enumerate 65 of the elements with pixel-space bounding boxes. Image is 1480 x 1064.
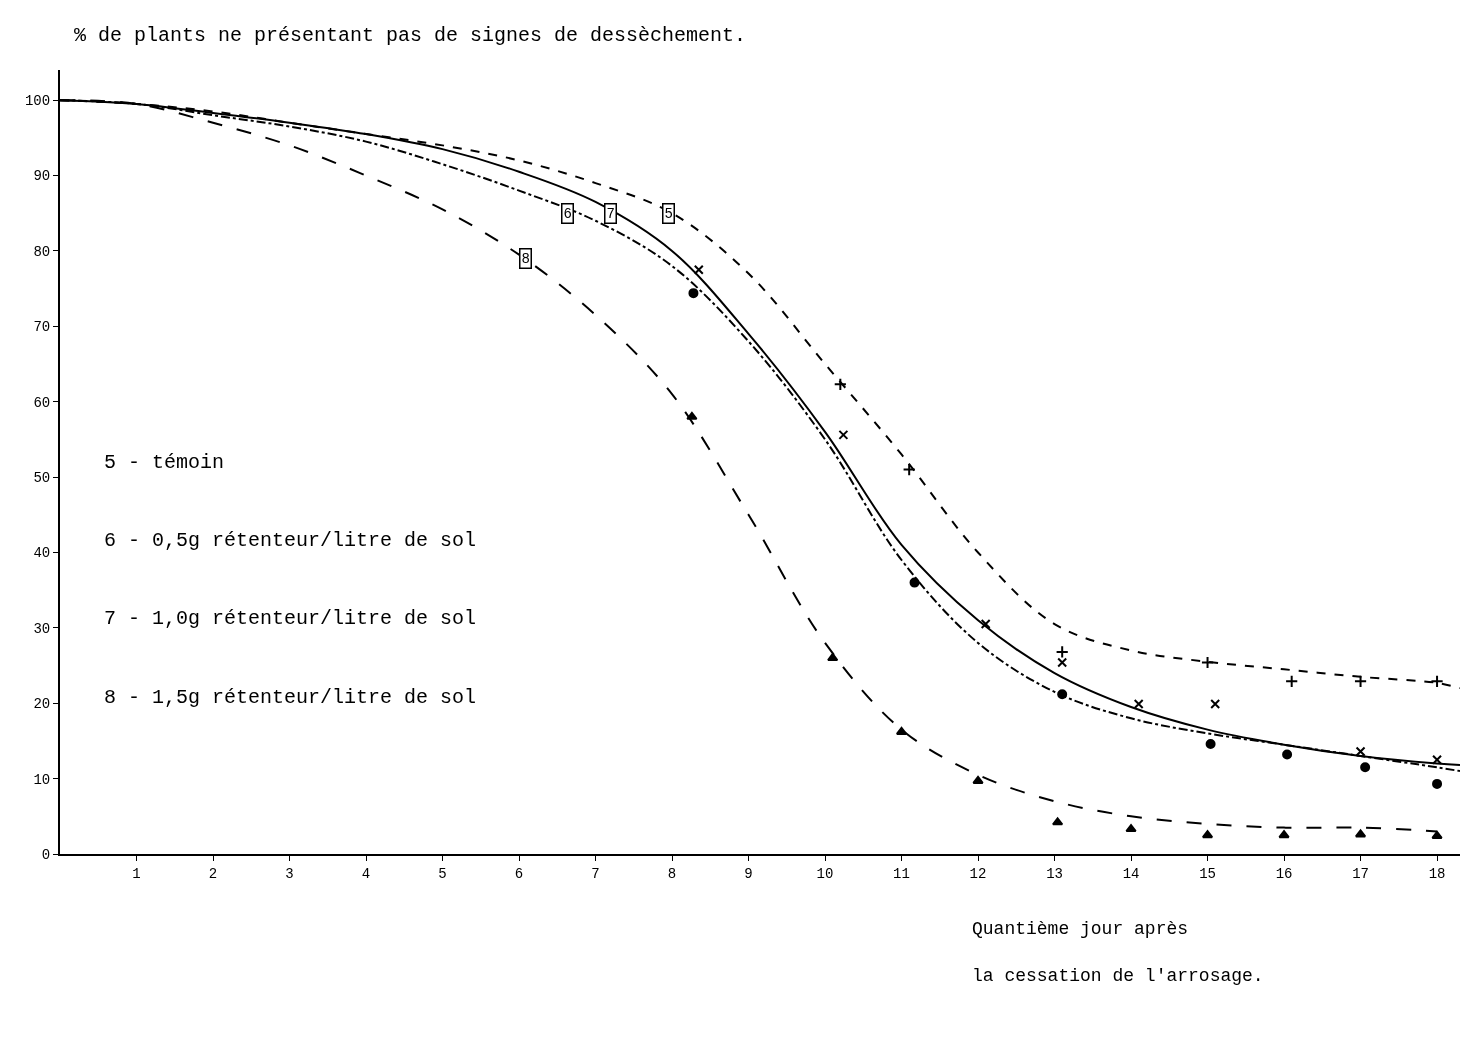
x-tick-label: 18: [1428, 865, 1446, 882]
point: [1431, 830, 1443, 839]
x-tick-label: 7: [591, 865, 600, 882]
point: [1432, 754, 1443, 765]
x-tick-label: 3: [285, 865, 294, 882]
point: [1057, 689, 1068, 700]
x-tick-label: 14: [1122, 865, 1140, 882]
x-tick-label: 10: [816, 865, 834, 882]
x-tick-label: 15: [1199, 865, 1216, 882]
point: [980, 619, 991, 630]
point: [1055, 645, 1069, 659]
annotation: 6: [563, 205, 572, 222]
point: [909, 577, 920, 588]
point: [1355, 746, 1366, 757]
x-tick-label: 1: [132, 865, 141, 882]
y-tick-label: 40: [33, 545, 51, 562]
point: [1125, 824, 1137, 833]
y-tick-label: 80: [33, 243, 51, 260]
point: [1200, 655, 1215, 670]
y-tick-label: 20: [33, 696, 51, 713]
point: [1430, 674, 1444, 688]
x-tick-label: 17: [1352, 865, 1369, 882]
point: [972, 775, 984, 784]
y-tick-label: 50: [33, 469, 51, 486]
y-tick-label: 100: [24, 93, 51, 110]
point: [1278, 830, 1290, 839]
chart-title: % de plants ne présentant pas de signes de dessèchement.: [74, 23, 747, 47]
x-tick-label: 8: [667, 865, 677, 882]
point: [1353, 674, 1368, 688]
x-tick-label: 13: [1046, 865, 1063, 882]
point: [1360, 762, 1371, 773]
x-tick-label: 16: [1275, 865, 1293, 882]
x-tick-label: 6: [514, 865, 524, 882]
y-tick-label: 30: [33, 620, 51, 637]
point: [1282, 749, 1293, 760]
point: [1432, 778, 1443, 789]
x-tick-label: 12: [969, 865, 987, 882]
y-tick-label: 10: [33, 771, 51, 788]
point: [1285, 674, 1299, 688]
point: [833, 377, 847, 391]
y-tick-label: 0: [41, 846, 51, 863]
point: [1210, 698, 1221, 709]
x-tick-label: 9: [744, 865, 753, 882]
annotation: 8 - 1,5g rétenteur/litre de sol: [104, 686, 477, 709]
annotation: 6 - 0,5g rétenteur/litre de sol: [104, 529, 477, 552]
point: [1205, 738, 1216, 749]
point: [1133, 698, 1144, 709]
point: [902, 462, 916, 477]
text: Quantième jour après la cessation de l'arrosage.: [972, 919, 1264, 986]
y-tick-label: 90: [33, 168, 51, 185]
x-tick-label: 4: [361, 865, 371, 882]
annotation: 7: [606, 205, 615, 222]
point: [838, 429, 849, 440]
annotation: 5 - témoin: [104, 451, 225, 474]
x-tick-label: 5: [438, 865, 447, 882]
point: [688, 288, 699, 299]
point: [1057, 657, 1068, 668]
annotation: 8: [521, 250, 530, 267]
x-tick-label: 11: [893, 865, 910, 882]
annotation: 7 - 1,0g rétenteur/litre de sol: [104, 607, 477, 630]
y-tick-label: 70: [33, 319, 51, 336]
y-tick-label: 60: [33, 394, 51, 411]
point: [693, 264, 704, 275]
point: [686, 411, 698, 420]
x-tick-label: 2: [208, 865, 218, 882]
